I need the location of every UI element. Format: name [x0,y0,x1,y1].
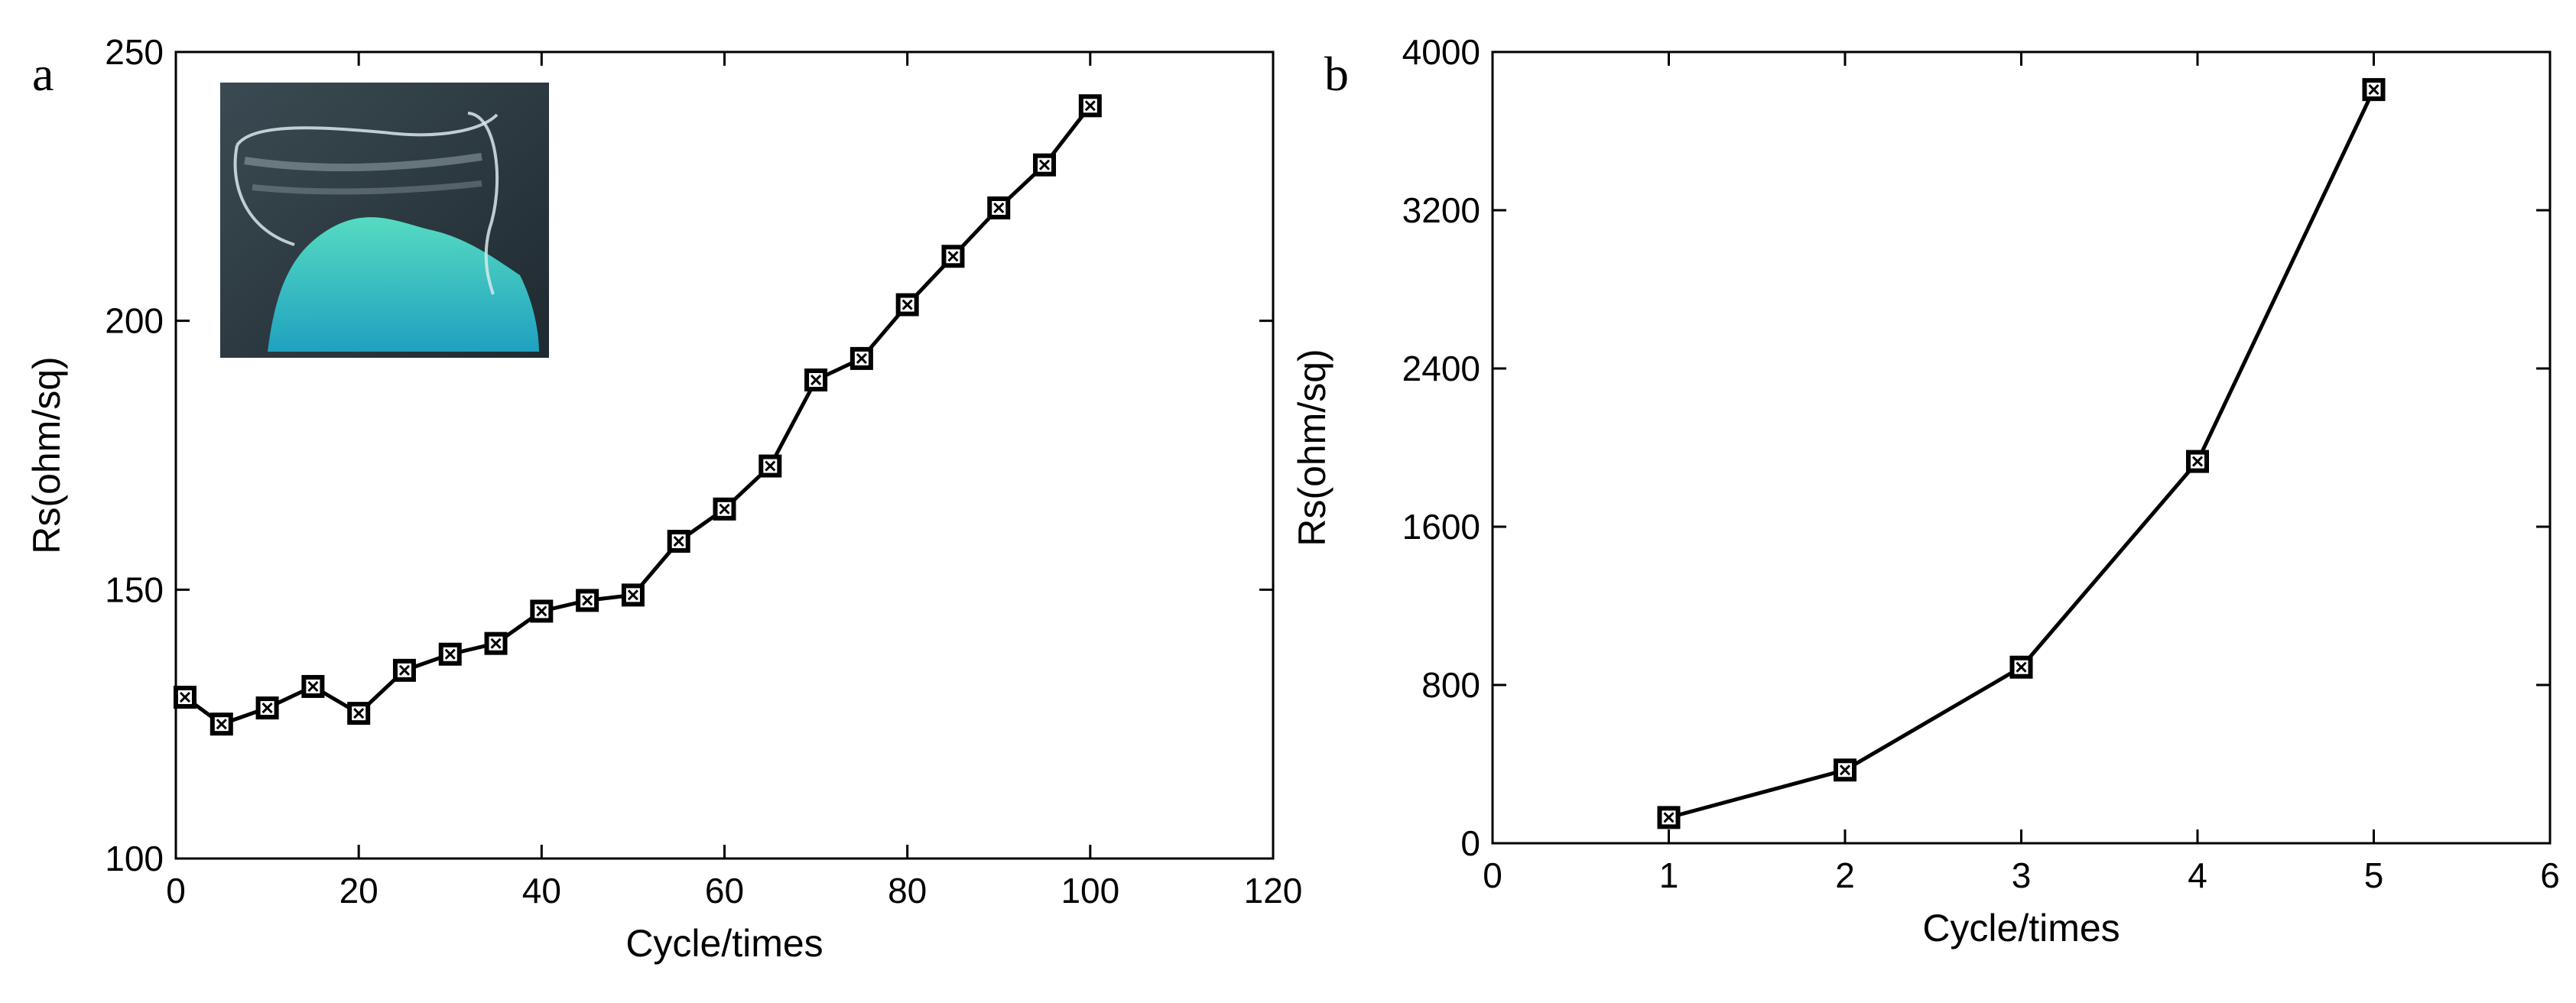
data-point-cross [627,589,638,601]
data-point-cross [993,202,1005,214]
data-point [484,631,508,655]
data-point-cross [719,503,730,514]
x-tick-label: 0 [1483,855,1502,895]
data-point [530,599,554,623]
data-point-cross [536,605,547,617]
data-point [759,454,782,478]
data-point-box [173,686,197,709]
x-axis-title: Cycle/times [625,922,823,965]
data-point [255,696,279,720]
data-point-cross [261,703,273,714]
data-point-cross [353,708,365,719]
data-point-cross [216,719,227,730]
data-point-cross [947,251,959,262]
data-point [621,583,645,607]
data-point-box [713,497,736,521]
y-tick-label: 3200 [1402,190,1480,230]
data-point-cross [2191,456,2204,467]
series-line [1668,89,2376,820]
y-tick-label: 250 [105,32,164,72]
x-tick-label: 60 [705,871,744,910]
data-point [173,686,197,709]
data-point-cross [673,535,684,547]
data-point-box [987,196,1011,219]
x-tick-label: 0 [166,871,186,910]
x-axis-title: Cycle/times [1922,907,2120,949]
y-tick-label: 2400 [1402,349,1480,388]
y-axis-title: Rs(ohm/sq) [1291,349,1333,546]
x-tick-label: 4 [2188,855,2207,895]
panel-letter-b: b [1324,47,1349,101]
data-point [713,497,736,521]
data-point-cross [765,460,776,472]
plot-frame [1491,50,2552,845]
data-point [1657,806,1681,829]
data-point [2362,78,2386,102]
data-point-box [849,346,873,370]
y-tick-label: 150 [105,570,164,609]
data-point-cross [582,595,593,606]
x-tick-label: 5 [2364,855,2384,895]
x-tick-label: 1 [1659,855,1679,895]
data-point [210,712,233,736]
data-point-box [255,696,279,720]
data-point-box [1657,806,1681,829]
x-tick-label: 40 [522,871,561,910]
y-tick-label: 0 [1460,823,1480,863]
data-point-box [941,245,965,268]
x-tick-label: 20 [339,871,378,910]
y-tick-label: 200 [105,301,164,341]
data-point [2009,655,2033,679]
data-point-cross [1839,764,1851,776]
data-point-cross [810,374,822,386]
data-point-cross [1663,812,1675,823]
x-tick-label: 6 [2540,855,2560,895]
data-point-cross [490,638,502,649]
data-point [804,368,828,392]
data-point-cross [179,691,191,703]
data-point [438,642,462,666]
data-point [2186,450,2209,473]
data-point-cross [901,299,913,310]
panel-letter-a: a [32,47,54,101]
y-tick-label: 4000 [1402,32,1480,72]
data-point [301,674,325,698]
y-tick-label: 100 [105,839,164,878]
data-point-cross [2368,84,2379,96]
data-point-cross [1038,159,1051,170]
data-point-cross [856,352,867,364]
x-tick-label: 120 [1244,871,1303,910]
x-tick-label: 3 [2012,855,2032,895]
data-point [1078,94,1102,118]
data-point-cross [2016,661,2027,673]
data-point [941,245,965,268]
panel-b-chart: b 0 1 2 3 4 5 6 0 800 1600 2400 3200 4000 Cycle/times R… [1291,32,2560,949]
y-tick-label: 1600 [1402,507,1480,547]
data-point-box [895,293,919,316]
data-point [987,196,1011,219]
data-point [392,658,416,682]
inset-photo [220,83,549,358]
data-point [347,702,371,725]
data-point [895,293,919,316]
data-point [667,530,690,553]
y-tick-label: 800 [1421,665,1480,705]
data-point-cross [444,648,456,660]
x-tick-label: 80 [888,871,927,910]
data-point-box [2186,450,2209,473]
x-tick-label: 2 [1835,855,1855,895]
x-tick-label: 100 [1061,871,1119,910]
data-point-cross [1084,100,1096,112]
data-point-cross [398,664,411,676]
data-point [849,346,873,370]
data-point [1033,153,1057,177]
y-axis-title: Rs(ohm/sq) [25,356,68,553]
data-point [576,589,599,612]
panel-a-chart: a 0 20 40 60 80 100 120 100 150 200 250 Cycle/times R… [25,32,1302,965]
data-point [1834,758,1856,782]
data-point-cross [307,680,319,692]
